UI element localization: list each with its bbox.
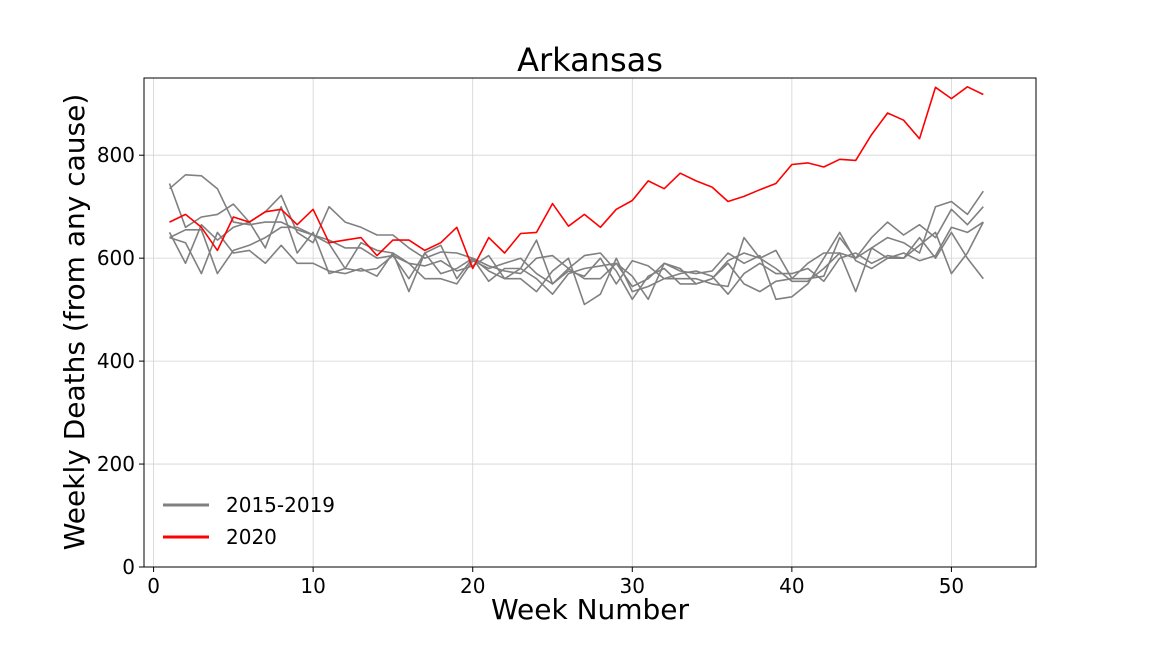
series-line-2020-6 <box>169 86 984 270</box>
legend-label-2015-2019: 2015-2019 <box>226 493 335 517</box>
series-lines <box>168 86 985 306</box>
y-tick-label: 800 <box>97 143 135 167</box>
y-axis-title: Weekly Deaths (from any cause) <box>58 94 91 551</box>
x-tick-label: 50 <box>939 574 964 598</box>
y-axis: 0 200 400 600 800 <box>97 143 144 579</box>
y-tick-label: 0 <box>122 555 135 579</box>
chart-title: Arkansas <box>517 41 663 79</box>
legend-label-2020: 2020 <box>226 525 277 549</box>
x-tick-label: 0 <box>147 574 160 598</box>
x-tick-label: 30 <box>620 574 645 598</box>
legend: 2015-2019 2020 <box>163 493 335 549</box>
x-tick-label: 20 <box>460 574 485 598</box>
y-tick-label: 600 <box>97 246 135 270</box>
x-axis-title: Week Number <box>491 593 690 626</box>
series-line-2015-2019-5 <box>168 205 984 301</box>
x-tick-label: 40 <box>779 574 804 598</box>
x-axis: 0 10 20 30 40 50 <box>147 567 964 598</box>
x-tick-label: 10 <box>300 574 325 598</box>
series-line-2015-2019-3 <box>169 221 985 306</box>
plot-area <box>143 77 1037 568</box>
y-tick-label: 200 <box>97 452 135 476</box>
y-tick-label: 400 <box>97 349 135 373</box>
